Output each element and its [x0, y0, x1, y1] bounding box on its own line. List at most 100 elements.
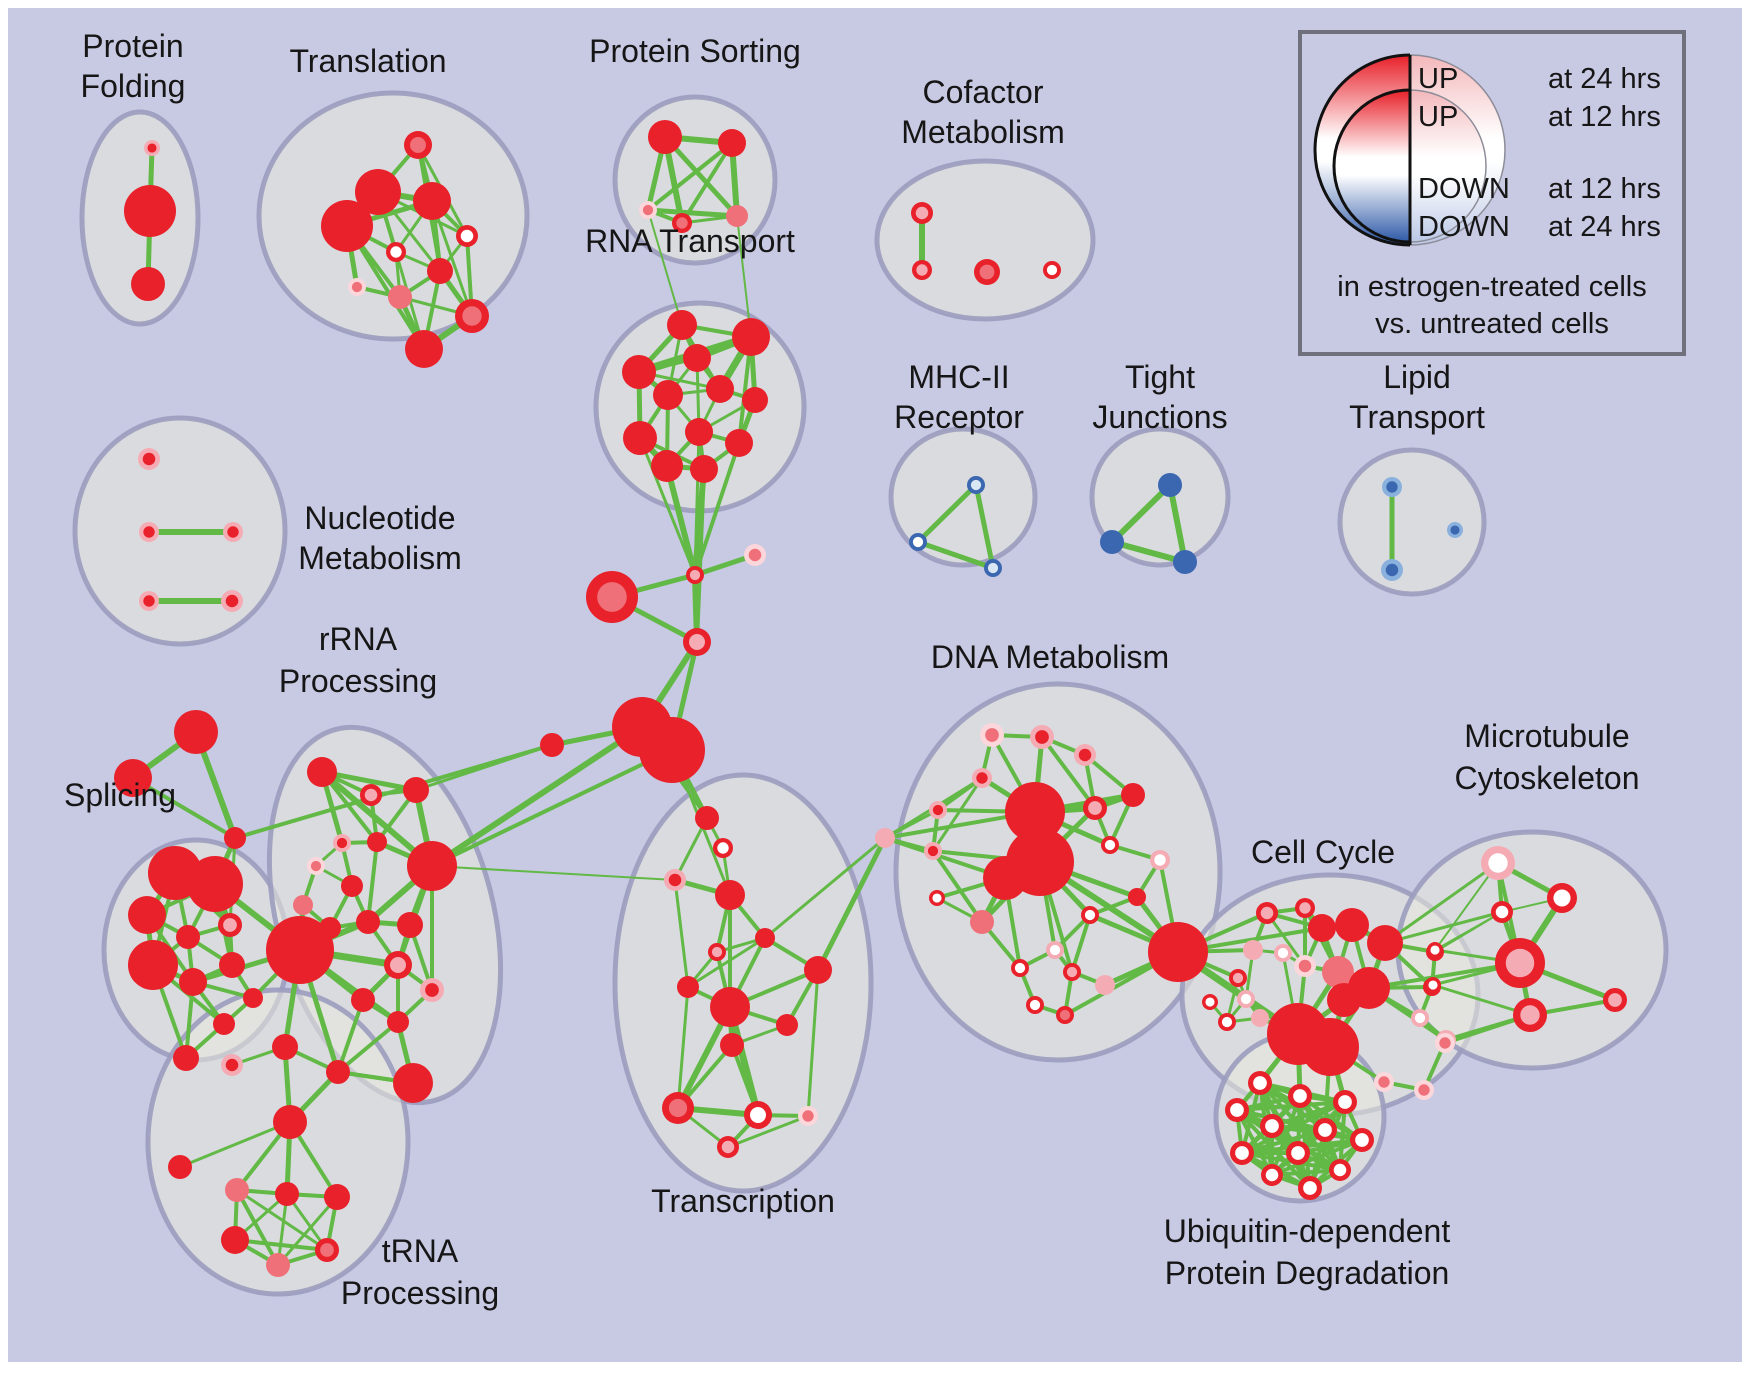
network-edge	[1270, 1168, 1342, 1177]
network-node-core	[1439, 1037, 1451, 1049]
network-node-core	[932, 804, 944, 816]
network-node-core	[985, 728, 999, 742]
network-node-ring	[387, 1011, 409, 1033]
network-node-core	[1205, 997, 1215, 1007]
network-edge	[1270, 1138, 1364, 1177]
network-node-ring	[187, 856, 243, 912]
network-edge	[806, 968, 820, 1118]
network-node-ring	[168, 1155, 192, 1179]
network-node-ring	[266, 1253, 290, 1277]
network-node-core	[1299, 902, 1311, 914]
network-node-ring	[1327, 983, 1361, 1017]
cluster-label-microtubule-cytoskeleton: Microtubule	[1464, 718, 1629, 754]
network-edge	[235, 1188, 329, 1252]
network-node-ring	[128, 940, 178, 990]
network-node-ring	[307, 757, 337, 787]
network-node-core	[1333, 1163, 1347, 1177]
network-edge	[429, 724, 645, 869]
network-node-core	[336, 837, 348, 849]
network-node-ring	[622, 355, 656, 389]
network-node-core	[932, 893, 942, 903]
network-node-core	[1430, 945, 1440, 955]
network-node-core	[802, 1110, 814, 1122]
cluster-label-trna-processing: tRNA	[382, 1233, 459, 1269]
network-edge	[1109, 482, 1173, 545]
cluster-ellipse-cofactor-metabolism	[874, 158, 1096, 322]
network-node-ring	[173, 1045, 199, 1071]
network-node-ring	[683, 344, 711, 372]
network-node-core	[320, 1243, 334, 1257]
network-node-ring	[179, 968, 207, 996]
network-node-ring	[405, 330, 443, 368]
network-node-ring	[243, 988, 263, 1008]
network-edge	[915, 482, 979, 545]
network-edge	[1240, 1128, 1327, 1155]
network-node-ring	[695, 806, 719, 830]
legend-row-time-0: at 24 hrs	[1548, 63, 1661, 95]
network-edge	[680, 141, 734, 225]
network-node-core	[1232, 972, 1244, 984]
network-edge	[931, 776, 984, 853]
network-edge	[973, 482, 996, 571]
network-edge	[1235, 1100, 1347, 1112]
cluster-label-microtubule-cytoskeleton: Cytoskeleton	[1455, 760, 1640, 796]
network-node-ring	[324, 1184, 350, 1210]
legend-inner-right-half	[1410, 90, 1486, 242]
network-node-ring	[1148, 922, 1208, 982]
network-node-ring	[224, 827, 246, 849]
network-node-ring	[393, 1063, 433, 1103]
network-node-core	[1418, 1084, 1430, 1096]
legend-inner-left-stroke	[1332, 88, 1411, 244]
network-node-ring	[677, 976, 699, 998]
network-node-ring	[351, 988, 375, 1012]
network-node-ring	[1308, 914, 1336, 942]
network-node-core	[597, 582, 627, 612]
network-node-ring	[219, 952, 245, 978]
cluster-label-ubiquitin-degradation: Ubiquitin-dependent	[1164, 1213, 1451, 1249]
legend-inner-left-half	[1334, 90, 1410, 242]
network-edge	[430, 199, 474, 318]
network-node-ring	[1243, 940, 1263, 960]
network-node-core	[1385, 563, 1399, 577]
network-node-core	[1221, 1016, 1233, 1028]
network-node-ring	[667, 310, 697, 340]
cluster-label-rna-transport: RNA Transport	[585, 223, 795, 259]
network-node-ring	[651, 450, 683, 482]
network-node-core	[142, 452, 156, 466]
network-node-core	[1260, 906, 1274, 920]
network-edge	[815, 835, 888, 973]
network-node-core	[1318, 1123, 1332, 1137]
cluster-label-nucleotide-metabolism: Nucleotide	[304, 500, 455, 536]
network-node-core	[1277, 947, 1289, 959]
network-node-ring	[293, 895, 313, 915]
network-node-ring	[266, 916, 334, 984]
network-node-ring	[275, 1182, 299, 1206]
network-edge	[1434, 911, 1503, 951]
network-edge	[430, 748, 674, 868]
network-node-core	[1520, 1005, 1540, 1025]
network-node-core	[1338, 1095, 1352, 1109]
network-node-core	[689, 634, 705, 650]
network-edge	[676, 985, 690, 1110]
network-node-core	[425, 983, 439, 997]
network-node-ring	[639, 717, 705, 783]
network-node-ring	[804, 956, 832, 984]
network-node-ring	[367, 832, 387, 852]
network-node-ring	[403, 777, 429, 803]
network-node-core	[1240, 993, 1252, 1005]
network-node-core	[1553, 889, 1571, 907]
network-node-core	[987, 562, 999, 574]
network-node-ring	[114, 759, 152, 797]
network-node-core	[668, 873, 682, 887]
network-node-ring	[725, 429, 753, 457]
network-node-ring	[413, 182, 451, 220]
legend-row-dir-1: UP	[1418, 101, 1458, 133]
network-node-core	[1386, 481, 1398, 493]
network-edge	[662, 134, 740, 219]
network-node-ring	[1121, 783, 1145, 807]
cluster-label-protein-folding: Folding	[81, 68, 186, 104]
network-node-core	[1291, 1146, 1305, 1160]
network-node-ring	[970, 910, 994, 934]
network-edge	[233, 743, 554, 840]
network-node-core	[1235, 1146, 1249, 1160]
